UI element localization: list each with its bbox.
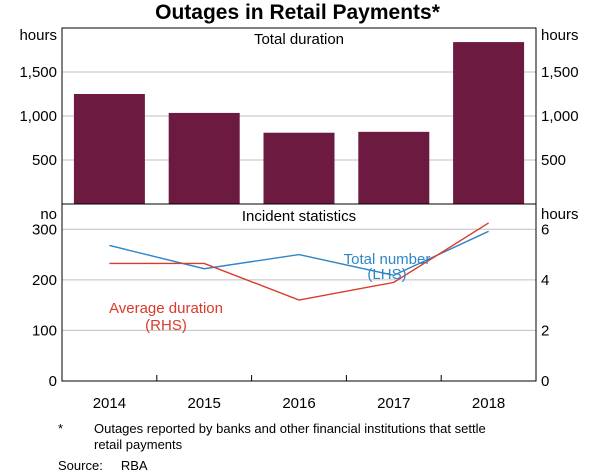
top-left-tick-label: 1,500 xyxy=(19,64,57,81)
bottom-left-tick-label: 100 xyxy=(32,322,57,339)
top-right-tick-label: 1,000 xyxy=(541,108,579,125)
bottom-left-unit: no xyxy=(40,206,57,223)
bottom-left-tick-label: 0 xyxy=(49,373,57,390)
bar-group xyxy=(73,42,525,204)
bottom-left-tick-label: 200 xyxy=(32,272,57,289)
top-panel-title: Total duration xyxy=(254,31,344,48)
footnote-text: Outages reported by banks and other fina… xyxy=(94,421,486,452)
series-line-average-duration xyxy=(109,222,489,301)
x-tick-label: 2017 xyxy=(377,395,410,412)
bar-2015 xyxy=(168,112,240,204)
top-left-tick-label: 500 xyxy=(32,152,57,169)
x-tick-label: 2016 xyxy=(282,395,315,412)
top-right-tick-label: 1,500 xyxy=(541,64,579,81)
top-right-tick-labels: 500 1,000 1,500 xyxy=(541,64,579,169)
bar-2018 xyxy=(453,42,525,204)
top-right-tick-label: 500 xyxy=(541,152,566,169)
bottom-right-tick-labels: 0 2 4 6 xyxy=(541,221,549,390)
line-group xyxy=(109,222,489,301)
source-line: Source: RBA xyxy=(58,458,166,473)
bar-2017 xyxy=(358,131,430,204)
bottom-right-tick-label: 4 xyxy=(541,272,549,289)
bottom-left-tick-labels: 0 100 200 300 xyxy=(32,221,57,390)
bottom-right-tick-label: 0 xyxy=(541,373,549,390)
x-tick-label: 2014 xyxy=(93,395,126,412)
source-label: Source: xyxy=(58,458,103,473)
chart-title: Outages in Retail Payments* xyxy=(155,1,441,24)
bottom-panel-title: Incident statistics xyxy=(242,208,356,225)
x-tick-label: 2018 xyxy=(472,395,505,412)
top-left-tick-label: 1,000 xyxy=(19,108,57,125)
bottom-right-tick-label: 2 xyxy=(541,322,549,339)
top-right-unit: hours xyxy=(541,27,579,44)
series-label-total-number: Total number xyxy=(344,251,431,268)
x-tick-label: 2015 xyxy=(188,395,221,412)
bottom-right-tick-label: 6 xyxy=(541,221,549,238)
series-sublabel-average-duration: (RHS) xyxy=(145,317,187,334)
x-tick-marks xyxy=(156,375,442,381)
bar-2014 xyxy=(73,94,145,204)
bottom-panel: Incident statistics no hours 0100200300 … xyxy=(32,203,579,412)
bar-2016 xyxy=(263,132,335,204)
series-sublabel-total-number: (LHS) xyxy=(367,266,406,283)
bottom-grid xyxy=(62,228,536,331)
source-value: RBA xyxy=(120,458,148,473)
bottom-right-unit: hours xyxy=(541,206,579,223)
x-tick-labels: 2014 2015 2016 2017 2018 xyxy=(93,395,506,412)
top-left-tick-labels: 500 1,000 1,500 xyxy=(19,64,57,169)
bottom-panel-frame xyxy=(61,203,537,382)
top-panel: Total duration hours hours 500 1,000 1,500… xyxy=(19,27,579,205)
series-label-average-duration: Average duration xyxy=(109,300,223,317)
series-line-total-number xyxy=(109,230,489,277)
bottom-left-tick-label: 300 xyxy=(32,221,57,238)
footnote-marker: * xyxy=(58,421,64,436)
top-left-unit: hours xyxy=(19,27,57,44)
